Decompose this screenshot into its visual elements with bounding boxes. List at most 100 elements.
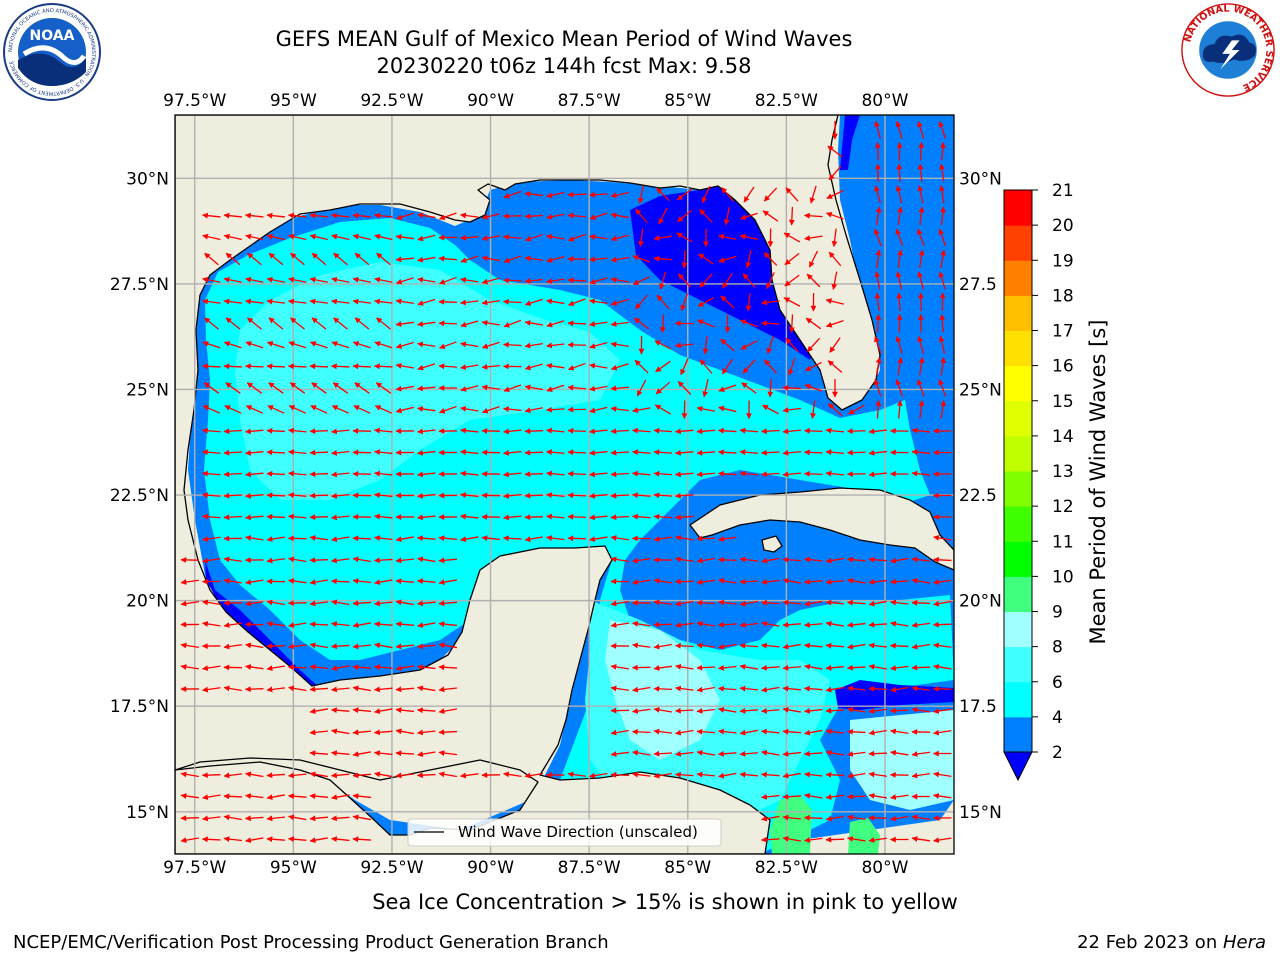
wind-wave-arrow [674, 685, 694, 692]
wind-wave-arrow [333, 252, 348, 266]
wind-wave-arrow [395, 728, 414, 735]
wind-wave-arrow [939, 163, 945, 183]
footer-credit: NCEP/EMC/Verification Post Processing Pr… [13, 932, 609, 953]
wind-wave-arrow [933, 664, 952, 670]
wind-wave-arrow [288, 405, 306, 414]
wind-wave-arrow [717, 536, 737, 542]
wind-wave-arrow [503, 771, 522, 778]
wind-wave-arrow [788, 206, 795, 226]
wind-wave-arrow [675, 556, 694, 563]
wind-wave-arrow [524, 234, 543, 242]
lat-label-right: 30°N [959, 169, 1002, 189]
wind-wave-arrow [610, 256, 629, 263]
noaa-logo-text: NOAA [30, 28, 75, 44]
wind-wave-arrow [288, 556, 307, 563]
wind-wave-arrow [804, 792, 823, 799]
wind-wave-arrow [632, 642, 651, 649]
wind-wave-arrow [201, 470, 221, 477]
wind-wave-arrow [895, 228, 904, 247]
wind-wave-arrow [395, 212, 414, 220]
wind-wave-arrow [567, 191, 587, 198]
wind-wave-arrow [825, 664, 845, 671]
wind-wave-arrow [459, 513, 479, 520]
wind-wave-arrow [718, 255, 737, 263]
wind-wave-arrow [610, 471, 630, 478]
wind-wave-arrow [676, 232, 693, 243]
wind-wave-arrow [524, 191, 544, 197]
wind-wave-arrow [290, 252, 305, 266]
wind-wave-arrow [589, 362, 608, 369]
colorbar-tick-label: 12 [1052, 497, 1074, 517]
wind-wave-arrow [610, 492, 630, 499]
wind-wave-arrow [610, 298, 629, 306]
wind-wave-arrow [417, 276, 436, 283]
wind-wave-arrow [653, 772, 672, 779]
wind-wave-arrow [223, 685, 242, 692]
wind-wave-arrow [309, 600, 329, 607]
wind-wave-arrow [309, 664, 329, 670]
wind-wave-arrow [287, 492, 307, 499]
wind-wave-arrow [524, 428, 544, 435]
wind-wave-arrow [246, 382, 263, 394]
wind-wave-arrow [875, 313, 882, 333]
wind-wave-arrow [438, 771, 457, 778]
wind-wave-arrow [330, 772, 350, 779]
wind-wave-arrow [309, 837, 328, 844]
wind-wave-arrow [681, 249, 688, 269]
wind-wave-arrow [782, 471, 802, 478]
wind-wave-arrow [567, 212, 587, 219]
wind-wave-arrow [803, 642, 823, 649]
wind-wave-arrow [567, 470, 587, 477]
wind-wave-arrow [932, 579, 952, 585]
wind-wave-arrow [875, 357, 882, 376]
wind-wave-arrow [287, 643, 307, 650]
wind-wave-arrow [699, 273, 713, 288]
wind-wave-arrow [567, 277, 587, 284]
wind-wave-arrow [524, 407, 543, 414]
wind-wave-arrow [502, 449, 522, 456]
wind-wave-arrow [417, 751, 436, 758]
wind-wave-arrow [659, 314, 666, 334]
wind-wave-arrow [828, 165, 842, 181]
wind-wave-arrow [588, 471, 608, 478]
wind-wave-arrow [309, 708, 328, 715]
wind-wave-arrow [330, 449, 350, 456]
wind-wave-arrow [718, 772, 737, 779]
wind-wave-arrow [653, 513, 673, 520]
wind-wave-arrow [244, 664, 264, 670]
wind-wave-arrow [825, 794, 845, 800]
wind-wave-arrow [632, 276, 650, 285]
map-panel [175, 115, 954, 854]
lon-label-top: 80°W [861, 91, 908, 111]
wind-wave-arrow [803, 814, 823, 821]
wind-wave-arrow [546, 363, 565, 369]
wind-wave-arrow [460, 536, 479, 543]
wind-wave-arrow [395, 256, 415, 263]
wind-wave-arrow [266, 427, 286, 434]
wind-wave-arrow [610, 685, 630, 692]
wind-wave-arrow [503, 319, 522, 328]
lon-label-bottom: 90°W [467, 858, 514, 878]
wind-wave-arrow [524, 492, 544, 499]
wind-wave-arrow [739, 707, 759, 714]
wind-wave-arrow [868, 663, 887, 670]
colorbar-segment [1004, 576, 1032, 612]
wind-wave-arrow [202, 341, 221, 349]
wind-wave-arrow [874, 185, 882, 204]
wind-wave-arrow [677, 381, 692, 395]
colorbar-tick-label: 8 [1052, 638, 1063, 658]
wind-wave-arrow [309, 557, 329, 564]
wind-wave-arrow [675, 535, 694, 541]
wind-wave-arrow [803, 470, 823, 477]
wind-wave-arrow [438, 255, 458, 262]
wind-wave-arrow [610, 276, 629, 283]
wind-wave-arrow [742, 359, 756, 374]
wind-wave-arrow [717, 449, 737, 456]
wind-wave-arrow [352, 363, 372, 370]
wind-wave-arrow [631, 492, 651, 499]
wind-wave-arrow [416, 643, 436, 650]
wind-wave-arrow [868, 471, 888, 478]
wind-wave-arrow [373, 557, 393, 564]
wind-wave-arrow [739, 729, 758, 736]
wind-wave-arrow [567, 362, 586, 371]
